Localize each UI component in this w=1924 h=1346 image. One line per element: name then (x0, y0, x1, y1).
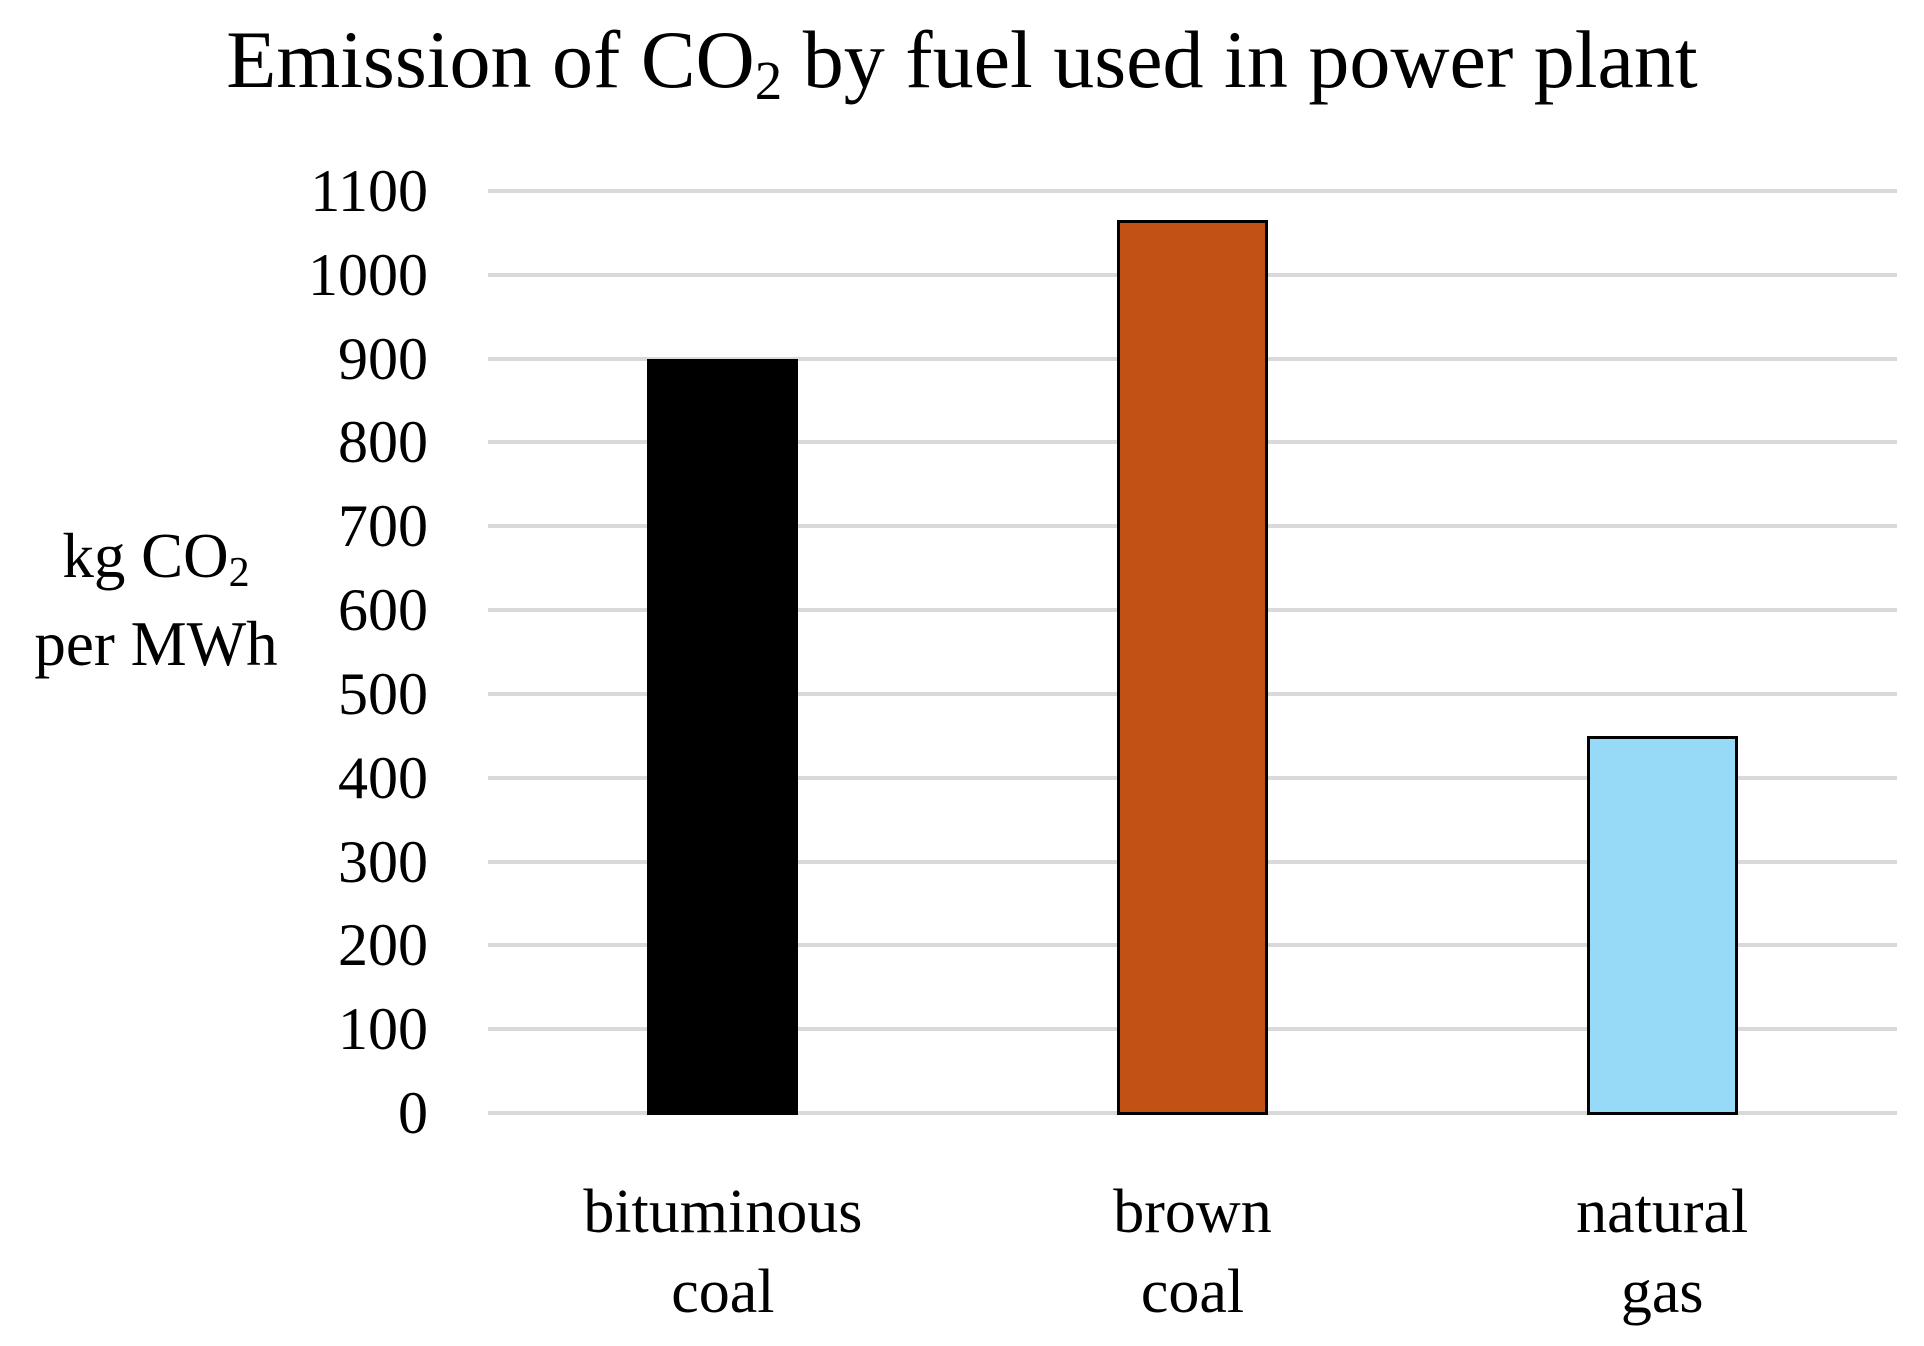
bar-bituminous-coal (647, 358, 799, 1115)
x-category-label-brown-coal: brown coal (973, 1172, 1413, 1332)
y-tick-label-200: 200 (338, 912, 428, 979)
x-category-label-bituminous-coal: bituminous coal (503, 1172, 943, 1332)
x-category-label-line: coal (1140, 1258, 1245, 1326)
y-tick-label-600: 600 (338, 577, 428, 644)
x-category-label-line: gas (1620, 1258, 1704, 1326)
chart-title: Emission of CO2 by fuel used in power pl… (0, 10, 1924, 110)
x-category-label-line: bituminous (583, 1178, 863, 1246)
x-category-label-natural-gas: natural gas (1442, 1172, 1882, 1332)
y-tick-label-500: 500 (338, 660, 428, 727)
y-axis-title-units: kg CO (62, 521, 229, 591)
x-category-label-line: natural (1576, 1178, 1749, 1246)
y-tick-label-700: 700 (338, 493, 428, 560)
y-tick-label-0: 0 (398, 1080, 428, 1146)
y-tick-label-100: 100 (338, 996, 428, 1063)
y-tick-label-1100: 1100 (310, 158, 428, 224)
y-axis-title-subscript: 2 (228, 550, 250, 597)
chart-title-subscript: 2 (754, 50, 783, 112)
y-tick-label-300: 300 (338, 828, 428, 895)
chart-title-text: Emission of CO (226, 14, 755, 105)
x-category-label-line: brown (1113, 1178, 1272, 1246)
gridline-y-1100 (488, 189, 1897, 193)
x-category-label-line: coal (671, 1258, 775, 1326)
chart-title-text-suffix: by fuel used in power plant (782, 14, 1698, 105)
y-tick-label-800: 800 (338, 409, 428, 476)
y-tick-label-400: 400 (338, 744, 428, 811)
y-tick-label-1000: 1000 (308, 241, 428, 308)
bar-brown-coal (1117, 220, 1268, 1115)
y-axis-title-line2: per MWh (34, 609, 278, 679)
y-axis-title: kg CO2 per MWh (0, 512, 312, 688)
y-axis-title-line1: kg CO2 (0, 512, 312, 600)
bar-natural-gas (1586, 735, 1738, 1115)
y-tick-label-900: 900 (338, 325, 428, 392)
